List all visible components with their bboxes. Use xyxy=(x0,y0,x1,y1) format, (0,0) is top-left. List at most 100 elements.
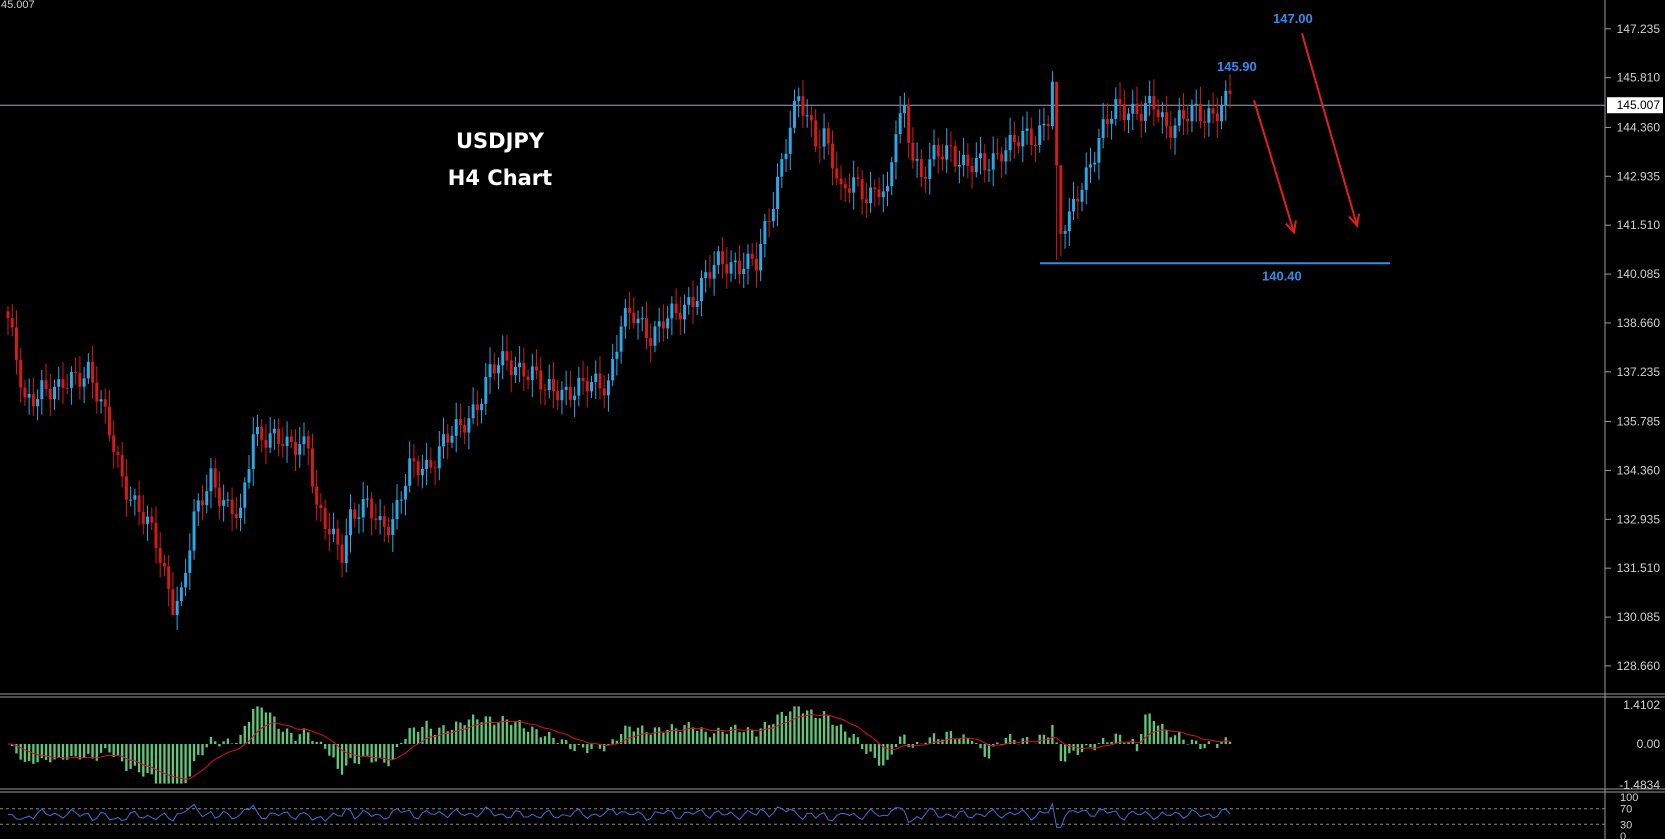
candle-body xyxy=(535,366,539,371)
candle-body xyxy=(987,169,991,171)
candle-body xyxy=(306,436,310,449)
price-axis-label: 131.510 xyxy=(1617,561,1661,575)
candle-body xyxy=(251,434,255,470)
candle-body xyxy=(382,516,386,527)
candle-body xyxy=(606,380,610,396)
candle-body xyxy=(881,191,885,198)
candle-body xyxy=(539,370,543,390)
candle-body xyxy=(843,184,847,189)
rsi-axis-label: 0 xyxy=(1620,831,1626,839)
candle-body xyxy=(657,321,661,327)
candle-body xyxy=(974,157,978,173)
candle-body xyxy=(150,516,154,523)
chart-annotations: 140.40 147.00 145.90 xyxy=(1040,11,1390,283)
price-axis: 147.235 145.810 144.360 142.935 141.510 140.0… xyxy=(1605,22,1660,673)
candle-body xyxy=(167,566,171,590)
candle-body xyxy=(446,434,450,443)
candle-body xyxy=(408,458,412,486)
candle-body xyxy=(725,264,729,274)
candle-body xyxy=(678,313,682,320)
candle-body xyxy=(860,179,864,200)
candle-body xyxy=(205,491,209,506)
candle-body xyxy=(146,516,150,524)
candle-body xyxy=(932,145,936,160)
candle-body xyxy=(1097,138,1101,163)
candle-body xyxy=(36,399,40,407)
price-axis-label: 128.660 xyxy=(1617,659,1661,673)
candle-body xyxy=(1135,103,1139,114)
candle-body xyxy=(543,389,547,391)
candle-body xyxy=(809,115,813,121)
candle-body xyxy=(31,394,35,407)
candle-body xyxy=(683,304,687,320)
candle-body xyxy=(332,528,336,535)
candle-body xyxy=(74,372,78,374)
candle-body xyxy=(940,156,944,160)
candle-body xyxy=(403,485,407,500)
candle-body xyxy=(594,373,598,383)
candle-body xyxy=(1182,110,1185,119)
candle-body xyxy=(733,260,737,263)
candle-body xyxy=(1029,128,1033,145)
candle-body xyxy=(721,251,725,265)
price-axis-label: 137.235 xyxy=(1617,365,1661,379)
candle-body xyxy=(492,364,496,374)
candle-body xyxy=(1072,198,1076,212)
candle-body xyxy=(560,389,564,401)
macd-axis-label: 0.00 xyxy=(1637,737,1661,751)
candle-body xyxy=(801,96,805,116)
candle-body xyxy=(349,509,352,536)
candle-body xyxy=(154,522,158,549)
candle-body xyxy=(294,442,298,455)
candle-body xyxy=(1084,167,1088,190)
candle-body xyxy=(1088,164,1092,168)
candle-body xyxy=(729,262,733,274)
candle-body xyxy=(1211,108,1215,114)
candle-body xyxy=(1160,112,1164,118)
candle-body xyxy=(1105,119,1109,124)
candle-body xyxy=(1059,165,1063,234)
candle-body xyxy=(509,360,513,376)
candle-body xyxy=(129,499,133,501)
candle-body xyxy=(953,145,957,167)
candle-body xyxy=(289,436,293,443)
candle-body xyxy=(522,362,526,377)
candle-body xyxy=(201,500,204,506)
candle-body xyxy=(86,361,90,379)
candle-body xyxy=(458,419,462,426)
candle-body xyxy=(949,145,953,147)
price-axis-label: 135.785 xyxy=(1617,415,1661,429)
candle-body xyxy=(1127,113,1130,121)
candle-body xyxy=(674,303,678,314)
candle-body xyxy=(839,178,843,185)
current-price-tag-label: 145.007 xyxy=(1617,98,1661,112)
candle-body xyxy=(213,468,217,488)
candle-body xyxy=(171,589,175,615)
candle-body xyxy=(463,425,467,433)
price-axis-label: 145.810 xyxy=(1617,71,1661,85)
candle-body xyxy=(14,327,18,360)
candle-body xyxy=(1165,112,1169,127)
candle-body xyxy=(48,388,52,400)
candle-body xyxy=(746,253,750,269)
candle-body xyxy=(805,115,809,117)
candle-body xyxy=(750,253,754,259)
candle-body xyxy=(691,297,695,307)
candle-body xyxy=(602,388,606,396)
candle-body xyxy=(983,153,987,171)
candle-body xyxy=(640,318,644,320)
candle-body xyxy=(23,387,27,398)
candle-body xyxy=(44,380,48,389)
candle-body xyxy=(818,146,822,148)
candle-body xyxy=(285,436,289,446)
candle-body xyxy=(19,359,23,388)
candle-body xyxy=(695,301,699,307)
price-axis-label: 142.935 xyxy=(1617,169,1661,183)
candle-body xyxy=(556,391,560,401)
price-axis-label: 140.085 xyxy=(1617,267,1661,281)
candle-body xyxy=(1203,121,1207,123)
candle-body xyxy=(61,379,65,388)
candle-body xyxy=(27,394,31,398)
candle-body xyxy=(936,145,940,157)
